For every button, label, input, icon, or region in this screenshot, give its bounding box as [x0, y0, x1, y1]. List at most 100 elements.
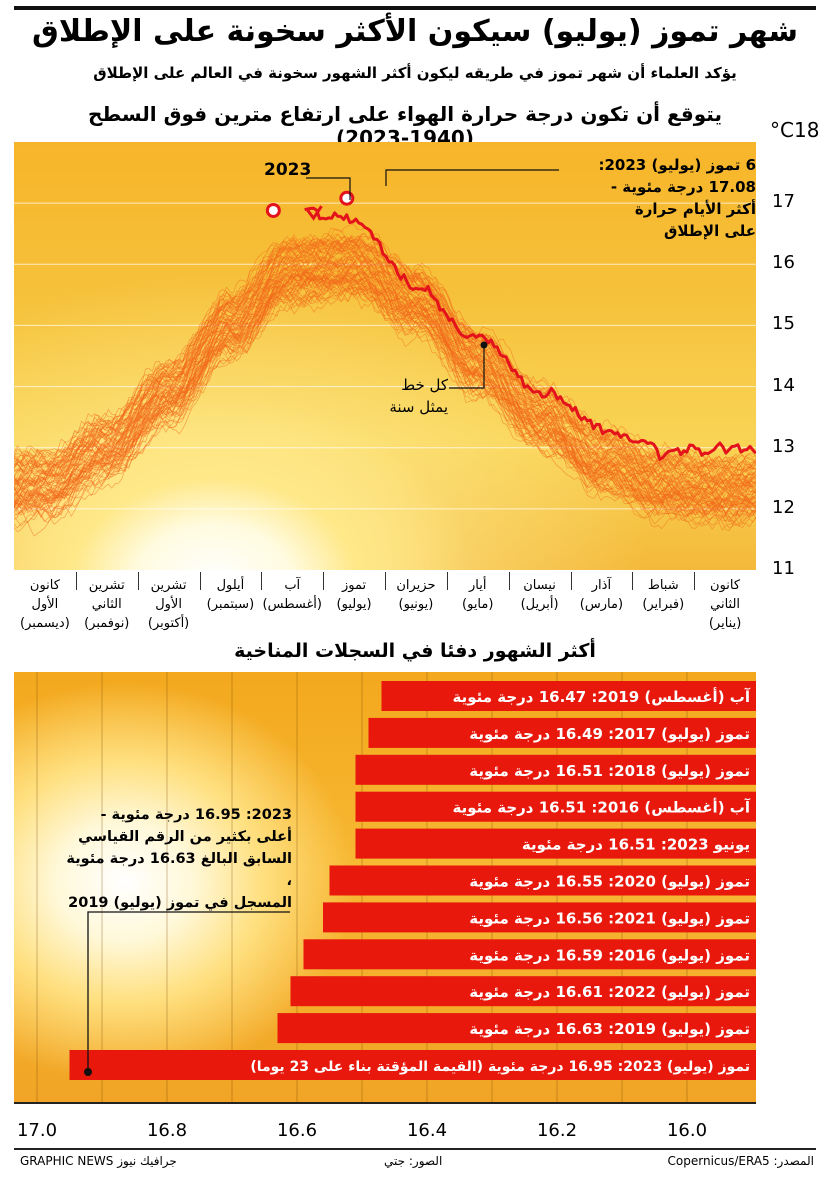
month-divider-4: [446, 572, 448, 590]
month-divider-2: [570, 572, 572, 590]
month-label-0-part-0: كانون: [710, 578, 741, 593]
month-label-6: تموز (يوليو): [323, 576, 385, 614]
month-label-1-part-1: (فبراير): [642, 597, 685, 612]
history-line-2011: [14, 237, 756, 481]
history-line-2003: [14, 246, 756, 486]
bottom-rule: [14, 1148, 816, 1150]
bar-5: [329, 865, 756, 896]
each-line-callout: كل خط يمثل سنة: [368, 374, 448, 418]
page-title: شهر تموز (يوليو) سيكون الأكثر سخونة على …: [32, 14, 798, 49]
x-tick-16.4: 16.4: [406, 1120, 448, 1141]
record-month-line-4: المسجل في تموز (يوليو) 2019: [68, 895, 292, 911]
month-label-5-part-0: حزيران: [396, 578, 436, 593]
month-label-9-part-0: تشرين: [150, 578, 187, 593]
warmest-months-bar-chart: آب (أغسطس) 2019: 16.47 درجة مئوية تموز (ي…: [14, 672, 756, 1104]
month-divider-6: [323, 572, 325, 590]
point-2023-0: [265, 202, 281, 218]
leader-2023-month-dot: [84, 1068, 92, 1076]
month-divider-1: [632, 572, 634, 590]
month-label-11-part-2: (ديسمبر): [20, 616, 70, 631]
bar-label-8: تموز (يوليو) 2022: 16.61 درجة مئوية: [469, 983, 750, 1001]
month-label-3-part-0: نيسان: [523, 578, 556, 593]
record-month-line-1: 2023: 16.95 درجة مئوية -: [100, 807, 292, 823]
x-tick-16.8: 16.8: [146, 1120, 188, 1141]
month-label-0: كانون الثاني (يناير): [694, 576, 756, 633]
record-day-line-4: على الإطلاق: [663, 222, 756, 240]
month-label-9-part-1: الأول: [155, 597, 182, 612]
bar-4: [355, 828, 756, 859]
unit-text: °C: [770, 118, 794, 142]
month-label-2: آذار (مارس): [571, 576, 633, 614]
month-label-3-part-1: (أبريل): [520, 597, 559, 612]
month-label-8-part-0: أيلول: [216, 578, 245, 593]
record-month-line-3: السابق البالغ 16.63 درجة مئوية ،: [66, 851, 292, 889]
bar-2: [355, 754, 756, 785]
history-line-2021: [14, 233, 756, 470]
history-line-2016: [14, 233, 756, 477]
leader-each-line: [449, 345, 485, 389]
history-line-1998: [14, 256, 756, 491]
month-label-1: شباط (فبراير): [632, 576, 694, 614]
line-chart-svg: [14, 169, 756, 537]
bar-10: [69, 1050, 756, 1080]
y-tick-12: 12: [772, 496, 795, 518]
month-label-0-part-2: (يناير): [708, 616, 742, 631]
record-month-callout: 2023: 16.95 درجة مئوية - أعلى بكثير من ا…: [60, 804, 292, 914]
bars: آب (أغسطس) 2019: 16.47 درجة مئوية تموز (ي…: [69, 681, 756, 1080]
leader-record-day: [385, 169, 559, 186]
bar-label-7: تموز (يوليو) 2016: 16.59 درجة مئوية: [469, 946, 750, 964]
footer-source: المصدر: Copernicus/ERA5: [667, 1154, 814, 1168]
month-label-11: كانون الأول (ديسمبر): [14, 576, 76, 633]
month-label-10-part-2: (نوفمبر): [84, 616, 130, 631]
month-label-2-part-1: (مارس): [579, 597, 624, 612]
bar-6: [323, 902, 756, 933]
footer-photo-credit: الصور: جتي: [384, 1154, 443, 1168]
y-tick-16: 16: [772, 252, 795, 274]
month-label-1-part-0: شباط: [647, 578, 679, 593]
month-label-9-part-2: (أكتوبر): [147, 616, 190, 631]
month-label-3: نيسان (أبريل): [509, 576, 571, 614]
line-2023: [304, 206, 756, 461]
y-axis-unit: °C18: [770, 118, 819, 142]
bar-7: [303, 939, 756, 970]
x-tick-16.6: 16.6: [276, 1120, 318, 1141]
month-label-11-part-0: كانون: [29, 578, 60, 593]
record-day-line-2: 17.08 درجة مئوية -: [610, 178, 756, 196]
each-line-text-2: يمثل سنة: [389, 398, 448, 416]
month-label-8: أيلول (سبتمبر): [200, 576, 262, 614]
point-2023-2: [339, 190, 355, 206]
history-lines: [14, 223, 756, 537]
top-rule: [14, 6, 816, 10]
footer-brand: GRAPHIC NEWS جرافيك نيوز: [20, 1154, 177, 1168]
each-line-text-1: كل خط: [401, 376, 448, 394]
month-label-6-part-0: تموز: [342, 578, 367, 593]
x-tick-16.2: 16.2: [536, 1120, 578, 1141]
history-line-2008: [14, 240, 756, 484]
month-label-7: آب (أغسطس): [261, 576, 323, 614]
month-divider-8: [199, 572, 201, 590]
month-label-4-part-0: أيار: [469, 578, 487, 593]
y-tick-top: 18: [793, 118, 820, 142]
history-line-2020: [14, 223, 756, 472]
month-label-0-part-1: الثاني: [710, 597, 741, 612]
month-label-10-part-1: الثاني: [91, 597, 122, 612]
bar-label-1: تموز (يوليو) 2017: 16.49 درجة مئوية: [469, 725, 750, 743]
month-label-5-part-1: (يونيو): [398, 597, 434, 612]
x-tick-16.0: 16.0: [666, 1120, 708, 1141]
leader-2023: [306, 177, 351, 200]
month-label-10: تشرين الثاني (نوفمبر): [76, 576, 138, 633]
bar-label-3: آب (أغسطس) 2016: 16.51 درجة مئوية: [452, 798, 750, 817]
bar-label-10: تموز (يوليو) 2023: 16.95 درجة مئوية (الق…: [250, 1059, 750, 1075]
month-label-10-part-0: تشرين: [88, 578, 125, 593]
y-tick-11: 11: [772, 558, 795, 579]
record-day-line-3: أكثر الأيام حرارة: [634, 200, 756, 218]
bar-label-6: تموز (يوليو) 2021: 16.56 درجة مئوية: [469, 909, 750, 927]
record-day-callout: 6 تموز (يوليو) 2023: 17.08 درجة مئوية - …: [556, 154, 757, 242]
month-label-8-part-1: (سبتمبر): [206, 597, 255, 612]
bar-chart-svg: آب (أغسطس) 2019: 16.47 درجة مئوية تموز (ي…: [14, 672, 756, 1104]
y-tick-13: 13: [772, 435, 795, 457]
month-label-4-part-1: (مايو): [462, 597, 494, 612]
month-label-6-part-1: (يوليو): [336, 597, 372, 612]
month-divider-3: [508, 572, 510, 590]
temperature-line-chart: [14, 142, 756, 570]
